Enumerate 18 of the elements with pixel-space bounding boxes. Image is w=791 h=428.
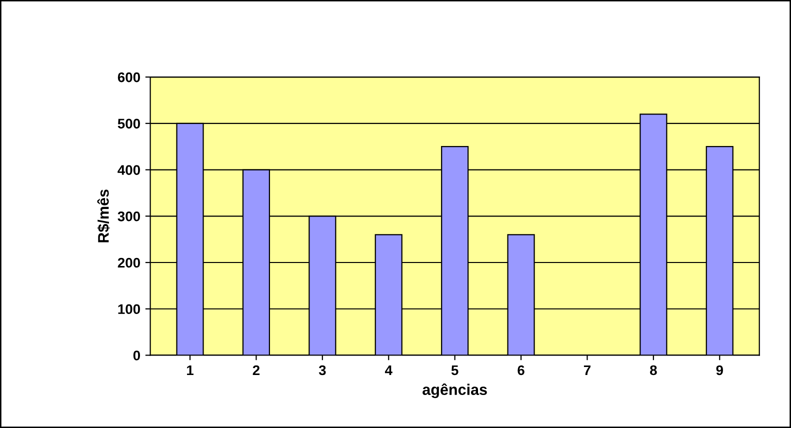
y-tick-label: 0 [133, 350, 140, 360]
x-tick-label: 8 [650, 365, 657, 376]
x-tick-label: 4 [384, 365, 392, 376]
y-tick-label: 200 [118, 258, 140, 268]
x-tick-label: 6 [518, 365, 524, 376]
y-axis-title: R$/mês [97, 190, 110, 242]
x-axis-title: agências [422, 383, 487, 398]
x-tick-label: 3 [318, 365, 326, 376]
y-tick-label: 500 [118, 118, 140, 129]
x-tick-label: 5 [451, 365, 458, 376]
x-tick-label: 9 [716, 365, 723, 376]
y-tick-label: 600 [118, 72, 140, 82]
x-tick-label: 1 [187, 365, 194, 376]
y-tick-label: 300 [118, 211, 140, 222]
x-tick-label: 2 [252, 365, 260, 376]
y-tick-label: 100 [118, 304, 140, 314]
y-tick-label: 400 [118, 165, 140, 175]
x-tick-label: 7 [584, 365, 590, 376]
